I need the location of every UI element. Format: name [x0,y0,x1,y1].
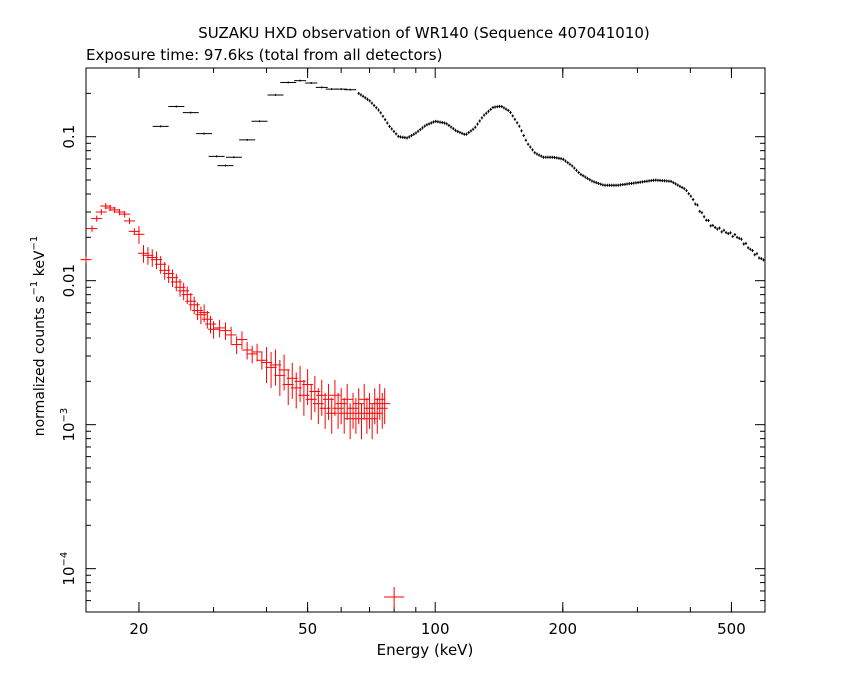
x-tick-label: 100 [421,620,450,638]
chart-title: SUZAKU HXD observation of WR140 (Sequenc… [198,24,650,42]
series-red-points [80,202,405,610]
x-tick-label: 200 [548,620,577,638]
y-tick-label: 0.1 [60,125,78,149]
chart-subtitle: Exposure time: 97.6ks (total from all de… [86,46,442,64]
y-tick-label-base: 10 [60,422,78,441]
series-black-points [152,79,765,262]
y-axis-label-exp1: −1 [29,281,40,296]
y-tick-label-exp: −3 [59,408,70,423]
x-tick-label: 50 [298,620,317,638]
x-tick-label: 20 [129,620,148,638]
y-axis-label-base: normalized counts s [32,295,48,436]
y-axis-label-exp2: −1 [29,236,40,251]
axis-ticks [86,68,766,613]
x-tick-label: 500 [717,620,746,638]
y-axis-label-mid: keV [32,250,48,281]
x-axis-label: Energy (keV) [377,641,474,659]
y-tick-label: 10−3 [59,408,78,442]
y-tick-label-exp: −4 [59,552,70,567]
y-axis-label: normalized counts s−1 keV−1 [29,236,48,437]
y-tick-label: 10−4 [59,552,78,586]
y-tick-label: 0.01 [60,264,78,297]
plot-frame [85,67,766,613]
y-tick-label-base: 10 [60,566,78,585]
